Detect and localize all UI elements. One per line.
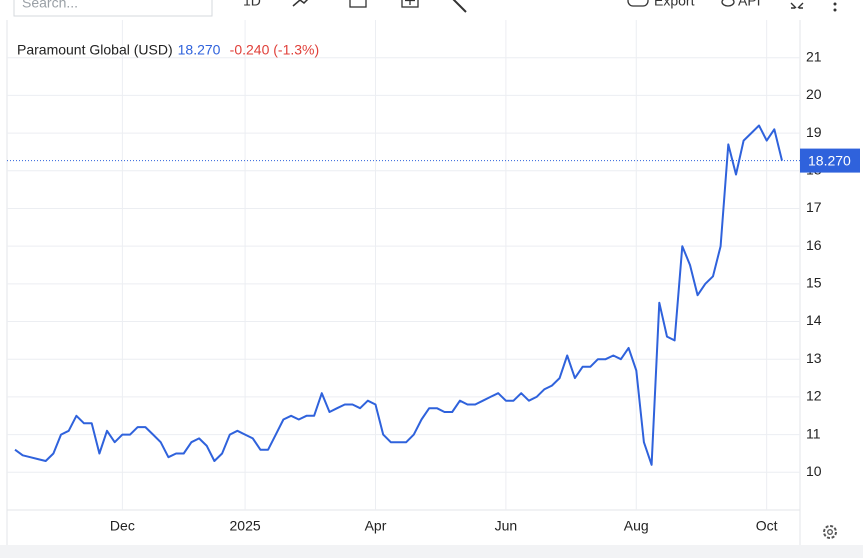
price-line xyxy=(14,124,783,466)
search-box[interactable] xyxy=(13,0,213,17)
y-tick-label: 15 xyxy=(806,275,822,291)
fullscreen-icon[interactable] xyxy=(790,2,804,9)
calendar-icon[interactable] xyxy=(349,0,367,8)
y-tick-label: 12 xyxy=(806,388,822,404)
settings-gear[interactable] xyxy=(823,525,837,539)
y-tick-label: 14 xyxy=(806,312,822,328)
export-icon[interactable] xyxy=(627,0,649,7)
menu-dot xyxy=(833,8,837,12)
x-tick-label: 2025 xyxy=(230,518,261,534)
settings-icon[interactable] xyxy=(823,525,837,539)
x-tick-label: Dec xyxy=(110,518,135,534)
tool-icon[interactable] xyxy=(452,0,467,13)
add-icon[interactable] xyxy=(401,0,419,8)
interval-button[interactable]: 1D xyxy=(243,0,261,9)
api-icon[interactable] xyxy=(721,0,735,7)
last-price-label: 18.270 xyxy=(808,152,851,168)
x-tick-label: Jun xyxy=(495,518,518,534)
y-tick-label: 19 xyxy=(806,124,822,140)
menu-dot xyxy=(833,2,837,6)
x-tick-label: Aug xyxy=(624,518,649,534)
legend-change: -0.240 (-1.3%) xyxy=(230,42,319,58)
y-tick-label: 11 xyxy=(806,425,821,441)
y-tick-label: 20 xyxy=(806,86,822,102)
legend-name: Paramount Global (USD) xyxy=(17,42,173,58)
footer-bar xyxy=(0,545,863,558)
y-tick-label: 10 xyxy=(806,463,822,479)
y-tick-label: 17 xyxy=(806,199,822,215)
x-tick-label: Apr xyxy=(365,518,387,534)
legend-price: 18.270 xyxy=(178,42,221,58)
y-tick-label: 21 xyxy=(806,48,822,64)
api-button[interactable]: API xyxy=(738,0,761,9)
indicator-icon[interactable] xyxy=(292,0,310,7)
y-tick-label: 13 xyxy=(806,350,822,366)
export-button[interactable]: Export xyxy=(654,0,695,9)
add-icon-plus xyxy=(405,0,415,5)
y-tick-label: 16 xyxy=(806,237,822,253)
x-tick-label: Oct xyxy=(756,518,778,534)
search-placeholder: Search... xyxy=(22,0,78,11)
settings-hub xyxy=(827,529,833,535)
last-price-tag xyxy=(800,148,860,173)
